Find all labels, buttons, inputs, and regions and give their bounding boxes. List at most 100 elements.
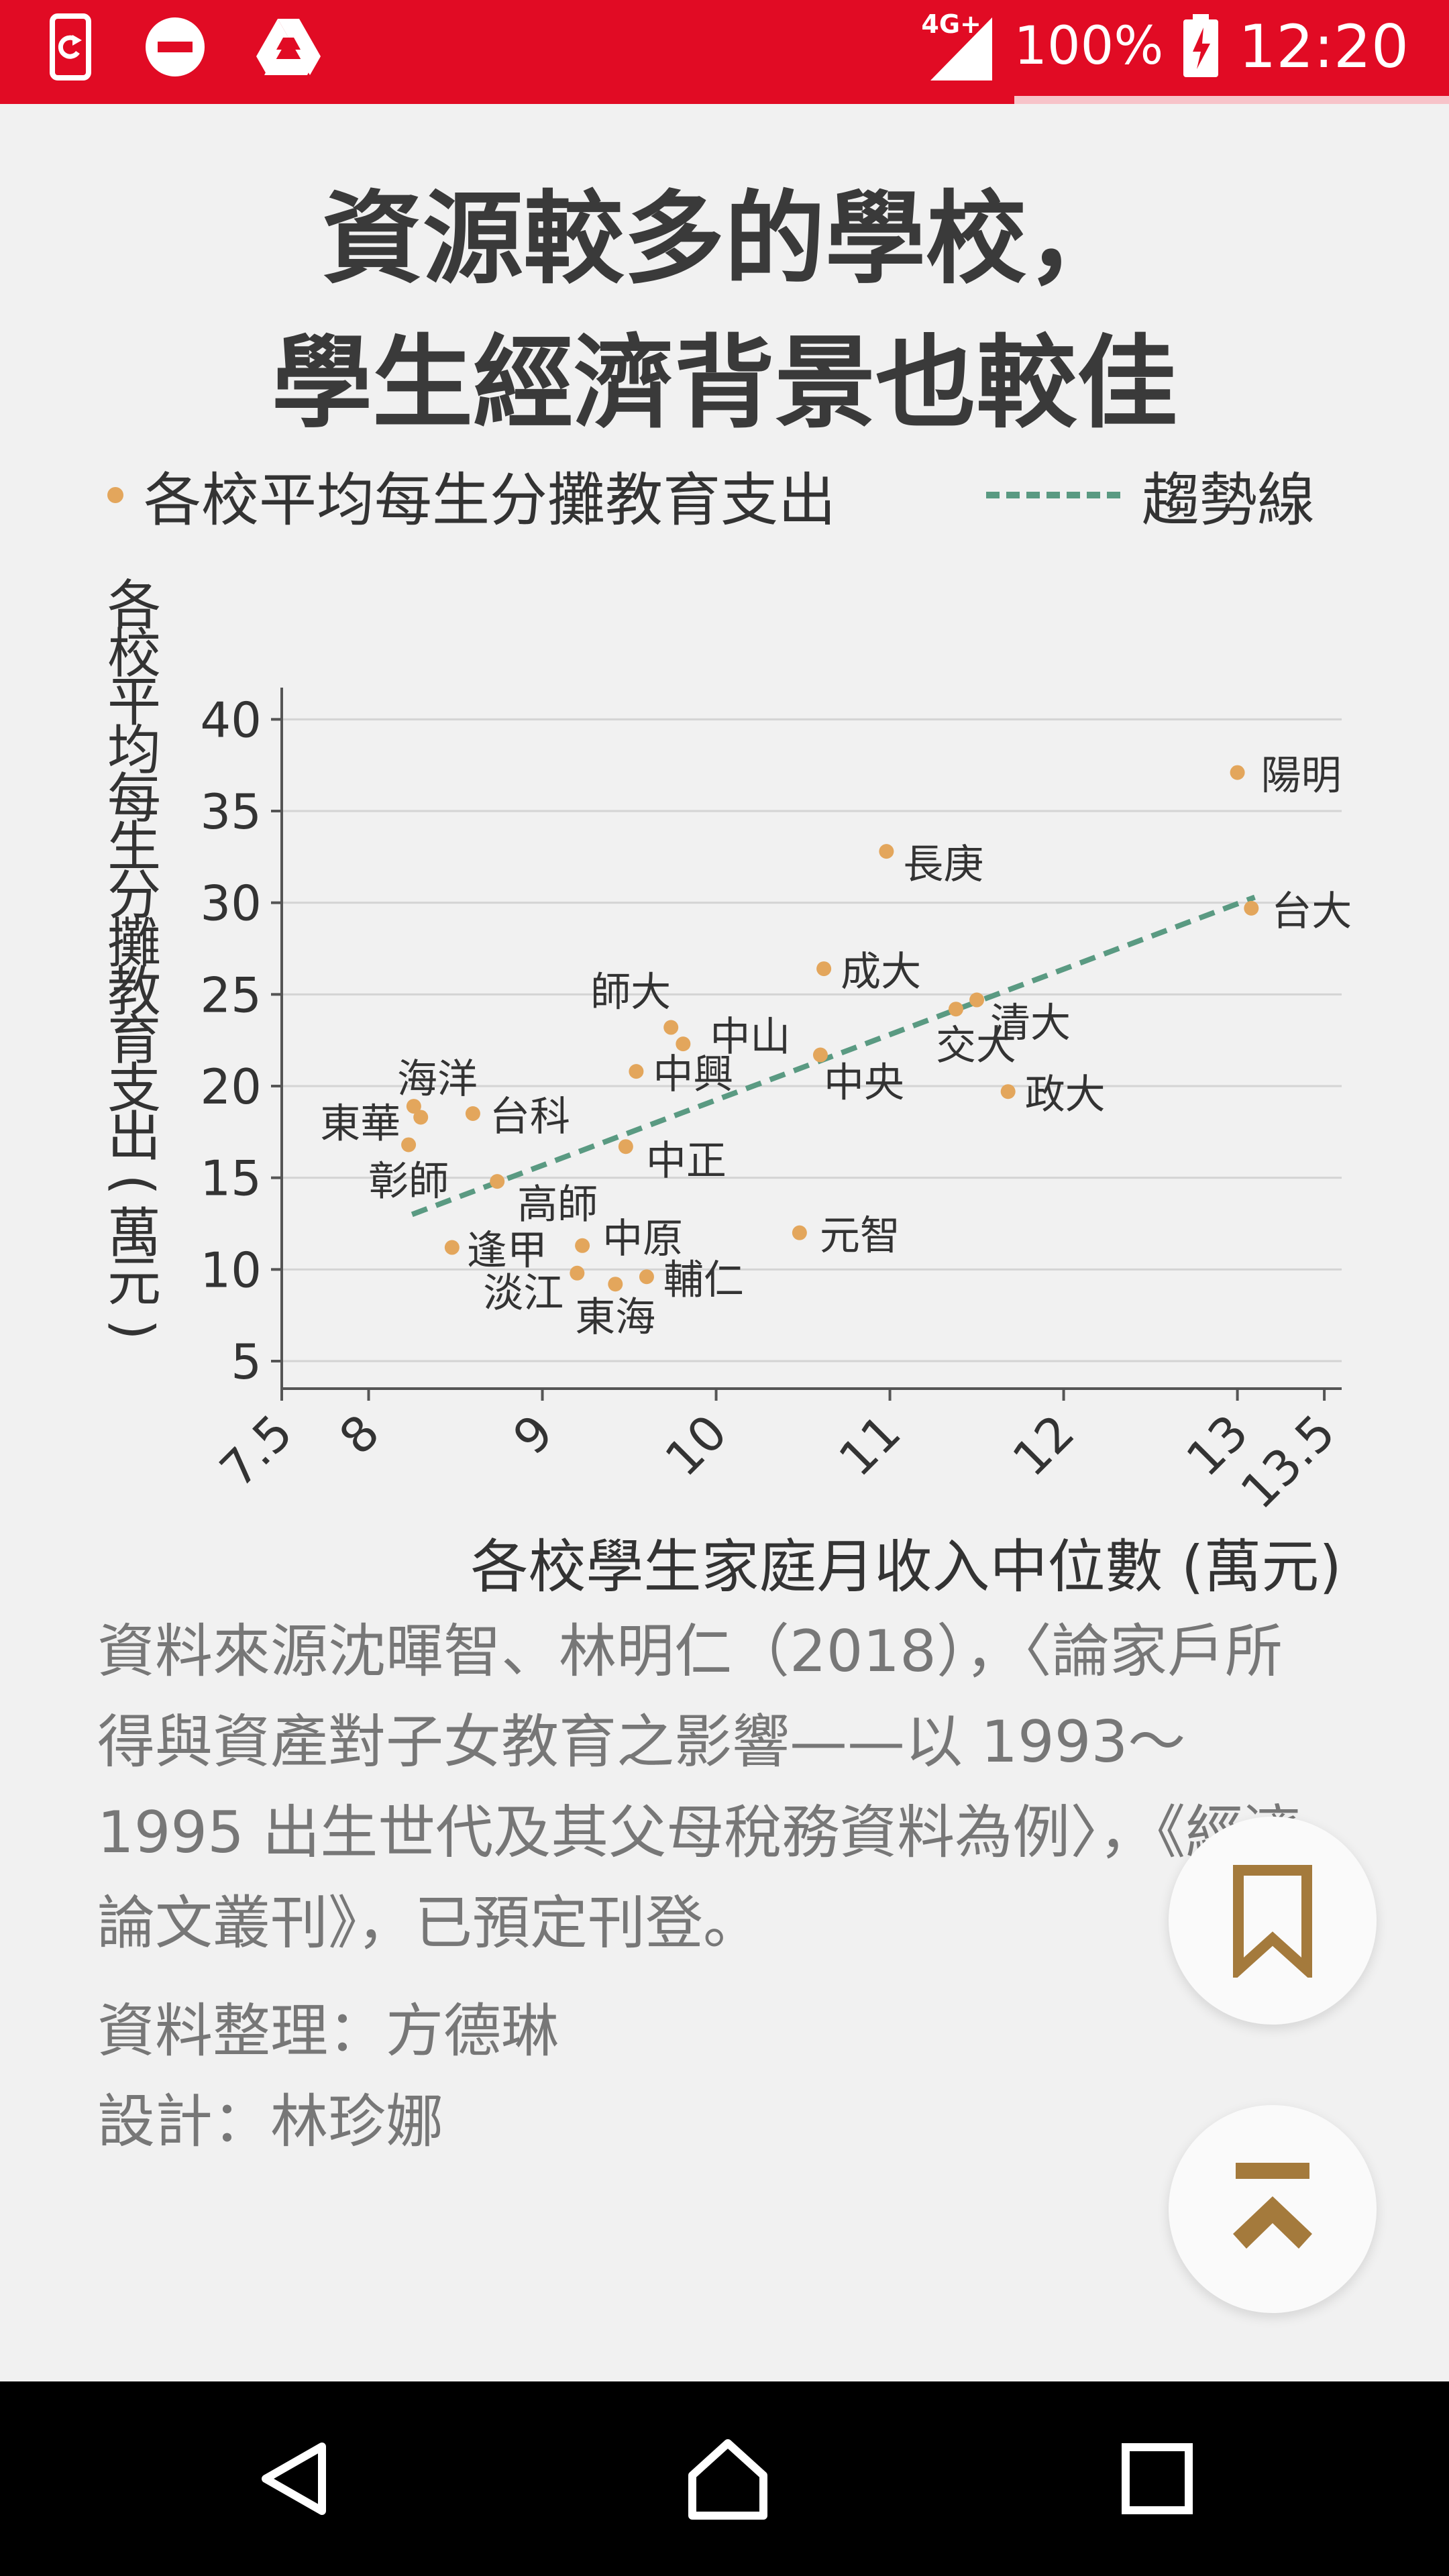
chart-title: 資源較多的學校， 學生經濟背景也較佳 <box>0 168 1449 456</box>
x-tick-label: 11 <box>828 1404 911 1487</box>
x-tick-label: 10 <box>654 1404 737 1487</box>
data-point <box>663 1020 679 1035</box>
legend-dot <box>107 486 123 503</box>
x-axis-label: 各校學生家庭月收入中位數 (萬元) <box>471 1534 1342 1601</box>
data-point-label: 台科 <box>490 1093 570 1140</box>
y-axis-label-char: 出 <box>107 1106 161 1168</box>
legend-label-points: 各校平均每生分攤教育支出 <box>144 467 836 534</box>
bookmark-button[interactable] <box>1169 1817 1377 2025</box>
data-point-label: 中正 <box>646 1138 727 1185</box>
data-point <box>792 1225 807 1240</box>
data-point-label: 陽明 <box>1261 753 1342 800</box>
data-point-label: 中央 <box>824 1060 904 1107</box>
y-axis-label-char: 分 <box>107 864 161 926</box>
data-point <box>444 1240 460 1255</box>
y-axis-label-char: 均 <box>107 719 161 782</box>
network-type: 4G+ <box>921 9 981 39</box>
battery-charging-icon <box>1183 14 1219 77</box>
data-point <box>406 1099 421 1114</box>
x-tick-label: 7.5 <box>209 1404 303 1498</box>
data-point-label: 政大 <box>1025 1071 1106 1118</box>
grid <box>282 718 1342 1362</box>
y-axis-label-char: 平 <box>107 671 161 733</box>
x-tick-label: 8 <box>329 1404 390 1466</box>
chart-legend: 各校平均每生分攤教育支出 趨勢線 <box>101 453 1375 540</box>
x-tick-label: 13.5 <box>1230 1404 1346 1520</box>
design-by-text: 設計：林珍娜 <box>97 2088 443 2155</box>
y-axis-label-char: 萬 <box>107 1202 161 1265</box>
bookmark-icon <box>1233 1865 1312 1978</box>
y-tick-label: 25 <box>200 967 262 1023</box>
data-point <box>816 961 832 977</box>
battery-percent: 100% <box>1014 16 1164 76</box>
chart-title-line-1: 資源較多的學校， <box>321 181 1127 298</box>
data-point <box>401 1137 417 1152</box>
y-ticks: 5 10 15 20 25 30 35 40 <box>200 692 282 1390</box>
home-icon[interactable] <box>684 2435 771 2522</box>
x-tick-label: 12 <box>1002 1404 1085 1487</box>
data-point <box>812 1047 828 1063</box>
y-tick-label: 35 <box>200 784 262 840</box>
data-point-label: 中山 <box>710 1014 790 1061</box>
data-point <box>879 844 894 859</box>
back-to-top-button[interactable] <box>1169 2105 1377 2313</box>
data-point <box>639 1269 654 1285</box>
screen-record-icon <box>50 13 91 80</box>
data-point-label: 中原 <box>602 1216 683 1263</box>
reading-progress-fill <box>0 96 1014 104</box>
recents-icon[interactable] <box>1120 2442 1194 2516</box>
y-tick-label: 30 <box>200 875 262 932</box>
data-point <box>948 1002 963 1017</box>
y-axis-label-char: 攤 <box>107 912 161 975</box>
data-source-text: 資料來源沈暉智、林明仁（2018），〈論家戶所得與資產對子女教育之影響——以 1… <box>97 1618 1301 1957</box>
data-point-label: 交大 <box>936 1022 1016 1069</box>
legend-dash <box>986 491 1120 498</box>
data-point <box>413 1110 429 1125</box>
data-point-label: 成大 <box>841 949 921 996</box>
reading-progress-bar <box>0 96 1449 104</box>
trend-line <box>411 894 1256 1218</box>
signal-icon <box>930 17 993 80</box>
back-icon[interactable] <box>255 2438 335 2519</box>
data-point <box>575 1238 590 1253</box>
data-point-label: 海洋 <box>397 1056 478 1103</box>
google-drive-icon <box>256 19 321 75</box>
data-point <box>570 1265 585 1281</box>
data-point-label: 中興 <box>653 1051 733 1098</box>
y-tick-label: 10 <box>200 1242 262 1298</box>
y-axis-label-char: 育 <box>107 1009 161 1071</box>
data-point <box>629 1064 644 1079</box>
y-tick-label: 15 <box>200 1150 262 1207</box>
chart-title-line-2: 學生經濟背景也較佳 <box>271 325 1177 442</box>
y-axis-label-char: 支 <box>107 1057 161 1120</box>
y-tick-label: 20 <box>200 1059 262 1115</box>
clock: 12:20 <box>1238 11 1409 81</box>
data-point-label: 淡江 <box>483 1270 564 1317</box>
y-axis-label-char: ( <box>103 1174 165 1195</box>
data-points <box>401 765 1259 1292</box>
data-point <box>465 1106 480 1121</box>
y-axis-label-char: 教 <box>107 961 161 1023</box>
data-point <box>969 992 985 1008</box>
legend-item-trend: 趨勢線 <box>986 453 1315 537</box>
data-point-label: 元智 <box>820 1213 900 1260</box>
y-axis-label-char: 生 <box>107 816 161 878</box>
legend-item-points: 各校平均每生分攤教育支出 <box>107 453 836 537</box>
data-point-label: 彰師 <box>368 1158 449 1205</box>
x-tick-label: 9 <box>502 1404 564 1466</box>
legend-label-trend: 趨勢線 <box>1142 467 1315 534</box>
navigation-bar <box>0 2381 1449 2576</box>
back-to-top-icon <box>1233 2163 1312 2249</box>
compiled-by-text: 資料整理：方德琳 <box>97 1998 559 2065</box>
data-point-label: 輔仁 <box>663 1256 744 1303</box>
footnotes: 資料來源沈暉智、林明仁（2018），〈論家戶所得與資產對子女教育之影響——以 1… <box>97 1607 1318 2167</box>
do-not-disturb-icon <box>146 17 205 76</box>
data-point <box>490 1174 505 1189</box>
status-bar: 4G+ 100% 12:20 <box>0 0 1449 96</box>
data-point-label: 逢甲 <box>467 1228 547 1275</box>
y-axis-label-char: ) <box>103 1319 165 1340</box>
article-content: 資源較多的學校， 學生經濟背景也較佳 各校平均每生分攤教育支出 趨勢線 5 10 1… <box>0 104 1449 2381</box>
data-point-label: 清大 <box>990 1000 1071 1047</box>
